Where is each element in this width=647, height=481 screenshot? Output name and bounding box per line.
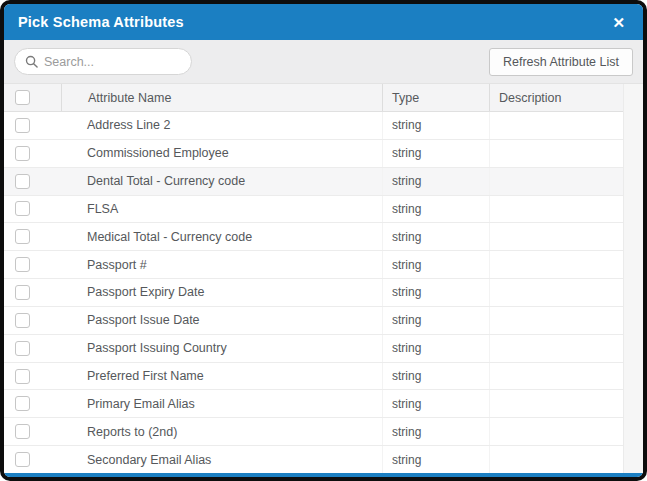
- row-type: string: [382, 335, 489, 362]
- row-description: [489, 390, 643, 417]
- row-checkbox[interactable]: [15, 313, 30, 328]
- row-checkbox[interactable]: [15, 257, 30, 272]
- row-type: string: [382, 279, 489, 306]
- row-checkbox-cell: [4, 251, 61, 278]
- row-checkbox-cell: [4, 307, 61, 334]
- row-type: string: [382, 418, 489, 445]
- row-checkbox-cell: [4, 363, 61, 390]
- close-icon[interactable]: ✕: [610, 13, 627, 32]
- row-description: [489, 418, 643, 445]
- row-checkbox-cell: [4, 335, 61, 362]
- row-type: string: [382, 251, 489, 278]
- row-attribute-name: Passport Expiry Date: [61, 285, 382, 299]
- row-checkbox[interactable]: [15, 341, 30, 356]
- row-attribute-name: Primary Email Alias: [61, 397, 382, 411]
- table-row[interactable]: Reports to (2nd) string: [4, 418, 643, 446]
- row-checkbox[interactable]: [15, 424, 30, 439]
- table-row[interactable]: Address Line 2 string: [4, 112, 643, 140]
- row-attribute-name: Secondary Email Alias: [61, 453, 382, 467]
- row-description: [489, 307, 643, 334]
- row-type: string: [382, 446, 489, 473]
- row-checkbox[interactable]: [15, 229, 30, 244]
- row-description: [489, 251, 643, 278]
- row-checkbox[interactable]: [15, 452, 30, 467]
- row-type: string: [382, 363, 489, 390]
- row-description: [489, 196, 643, 223]
- row-attribute-name: Dental Total - Currency code: [61, 174, 382, 188]
- row-description: [489, 223, 643, 250]
- refresh-attribute-list-button[interactable]: Refresh Attribute List: [489, 48, 633, 76]
- search-input[interactable]: [44, 55, 181, 69]
- row-description: [489, 168, 643, 195]
- row-description: [489, 112, 643, 139]
- select-all-cell: [4, 84, 61, 111]
- row-attribute-name: Medical Total - Currency code: [61, 230, 382, 244]
- row-type: string: [382, 390, 489, 417]
- row-type: string: [382, 168, 489, 195]
- row-attribute-name: Address Line 2: [61, 118, 382, 132]
- row-checkbox[interactable]: [15, 369, 30, 384]
- column-header-type[interactable]: Type: [382, 84, 489, 111]
- row-type: string: [382, 112, 489, 139]
- table-body: Address Line 2 string Commissioned Emplo…: [4, 112, 643, 473]
- row-type: string: [382, 307, 489, 334]
- row-attribute-name: FLSA: [61, 202, 382, 216]
- row-checkbox-cell: [4, 446, 61, 473]
- row-type: string: [382, 223, 489, 250]
- table-row[interactable]: Passport Issue Date string: [4, 307, 643, 335]
- row-checkbox[interactable]: [15, 118, 30, 133]
- row-description: [489, 363, 643, 390]
- row-checkbox-cell: [4, 223, 61, 250]
- row-description: [489, 140, 643, 167]
- row-attribute-name: Commissioned Employee: [61, 146, 382, 160]
- row-checkbox[interactable]: [15, 174, 30, 189]
- row-checkbox[interactable]: [15, 285, 30, 300]
- toolbar: Refresh Attribute List: [4, 40, 643, 84]
- row-checkbox[interactable]: [15, 201, 30, 216]
- row-type: string: [382, 140, 489, 167]
- table-row[interactable]: Medical Total - Currency code string: [4, 223, 643, 251]
- row-checkbox-cell: [4, 112, 61, 139]
- row-checkbox-cell: [4, 279, 61, 306]
- row-description: [489, 279, 643, 306]
- row-checkbox[interactable]: [15, 146, 30, 161]
- column-header-attribute-name[interactable]: Attribute Name: [61, 84, 382, 111]
- select-all-checkbox[interactable]: [15, 90, 30, 105]
- row-attribute-name: Passport Issuing Country: [61, 341, 382, 355]
- row-checkbox[interactable]: [15, 396, 30, 411]
- table-row[interactable]: Passport Issuing Country string: [4, 335, 643, 363]
- row-description: [489, 335, 643, 362]
- table-row[interactable]: Passport Expiry Date string: [4, 279, 643, 307]
- table-row[interactable]: FLSA string: [4, 196, 643, 224]
- pick-schema-attributes-modal: Pick Schema Attributes ✕ Refresh Attribu…: [0, 0, 647, 481]
- row-checkbox-cell: [4, 418, 61, 445]
- row-checkbox-cell: [4, 140, 61, 167]
- modal-title: Pick Schema Attributes: [18, 14, 184, 30]
- search-box[interactable]: [14, 48, 192, 75]
- table-row[interactable]: Preferred First Name string: [4, 363, 643, 391]
- column-header-description[interactable]: Description: [489, 84, 643, 111]
- row-attribute-name: Preferred First Name: [61, 369, 382, 383]
- modal-bottom-border: [4, 473, 643, 477]
- row-checkbox-cell: [4, 168, 61, 195]
- table-row[interactable]: Commissioned Employee string: [4, 140, 643, 168]
- row-description: [489, 446, 643, 473]
- table-row[interactable]: Secondary Email Alias string: [4, 446, 643, 473]
- row-attribute-name: Reports to (2nd): [61, 425, 382, 439]
- table-row[interactable]: Dental Total - Currency code string: [4, 168, 643, 196]
- search-icon: [25, 55, 38, 68]
- row-type: string: [382, 196, 489, 223]
- row-checkbox-cell: [4, 196, 61, 223]
- scrollbar-track[interactable]: [623, 84, 643, 473]
- row-attribute-name: Passport Issue Date: [61, 313, 382, 327]
- table-row[interactable]: Primary Email Alias string: [4, 390, 643, 418]
- row-attribute-name: Passport #: [61, 258, 382, 272]
- modal-header: Pick Schema Attributes ✕: [4, 4, 643, 40]
- table-header-row: Attribute Name Type Description: [4, 84, 643, 112]
- table-row[interactable]: Passport # string: [4, 251, 643, 279]
- row-checkbox-cell: [4, 390, 61, 417]
